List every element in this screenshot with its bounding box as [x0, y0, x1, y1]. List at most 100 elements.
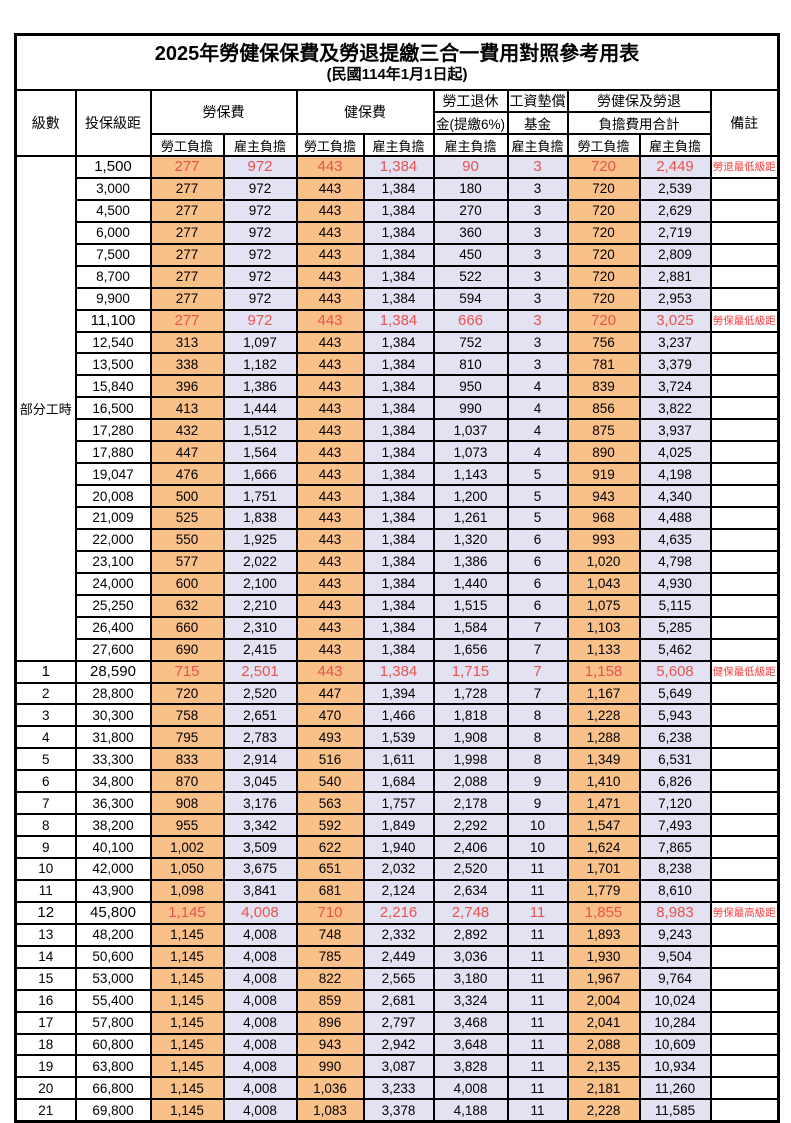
cell-remark: [709, 571, 780, 596]
cell-labor-employee: 447: [149, 440, 225, 465]
cell-total-employee: 856: [566, 396, 641, 421]
cell-salary-bracket: 4,500: [74, 198, 152, 223]
cell-wage-fund-employer: 4: [506, 440, 569, 465]
cell-level: 4: [14, 725, 77, 750]
cell-salary-bracket: 45,800: [74, 900, 152, 925]
cell-total-employer: 11,260: [638, 1076, 712, 1101]
cell-salary-bracket: 43,900: [74, 878, 152, 903]
cell-pension-employer: 3,468: [432, 1010, 509, 1035]
cell-salary-bracket: 40,100: [74, 835, 152, 859]
cell-remark: [709, 198, 780, 223]
cell-level: 6: [14, 769, 77, 794]
cell-health-employer: 1,611: [362, 747, 435, 772]
cell-salary-bracket: 7,500: [74, 242, 152, 267]
cell-total-employer: 3,822: [638, 396, 712, 421]
cell-labor-employee: 1,145: [149, 988, 225, 1013]
cell-total-employee: 756: [566, 330, 641, 355]
cell-labor-employee: 432: [149, 418, 225, 443]
cell-labor-employee: 1,145: [149, 1054, 225, 1079]
cell-labor-employer: 972: [222, 176, 298, 201]
cell-salary-bracket: 28,590: [74, 659, 152, 684]
cell-total-employee: 1,547: [566, 813, 641, 838]
cell-labor-employee: 277: [149, 286, 225, 311]
cell-remark: [709, 966, 780, 991]
cell-pension-employer: 1,200: [432, 484, 509, 508]
cell-remark: [709, 264, 780, 289]
table-row: 15 53,000 1,145 4,008 822 2,565 3,180 11 1,967 9,…: [14, 966, 780, 991]
cell-wage-fund-employer: 4: [506, 396, 569, 421]
cell-total-employer: 5,462: [638, 637, 712, 662]
title-row: 2025年勞健保保費及勞退提繳三合一費用對照參考用表 (民國114年1月1日起): [14, 33, 780, 91]
cell-health-employer: 1,384: [362, 155, 435, 179]
cell-health-employee: 443: [295, 637, 365, 662]
cell-level: 12: [14, 900, 77, 925]
cell-salary-bracket: 25,250: [74, 593, 152, 618]
cell-level: 17: [14, 1010, 77, 1035]
cell-level: 5: [14, 747, 77, 772]
cell-wage-fund-employer: 5: [506, 506, 569, 530]
cell-remark: [709, 988, 780, 1013]
cell-remark: [709, 462, 780, 487]
table-row: 5 33,300 833 2,914 516 1,611 1,998 8 1,349 6,531: [14, 747, 780, 772]
cell-remark: [709, 857, 780, 881]
cell-wage-fund-employer: 11: [506, 1098, 569, 1123]
cell-labor-employee: 500: [149, 484, 225, 508]
cell-labor-employee: 1,145: [149, 1010, 225, 1035]
cell-labor-employee: 413: [149, 396, 225, 421]
cell-labor-employer: 2,783: [222, 725, 298, 750]
cell-labor-employer: 3,045: [222, 769, 298, 794]
cell-pension-employer: 1,656: [432, 637, 509, 662]
cell-health-employee: 443: [295, 264, 365, 289]
cell-wage-fund-employer: 3: [506, 264, 569, 289]
cell-health-employer: 2,032: [362, 857, 435, 881]
cell-labor-employee: 955: [149, 813, 225, 838]
cell-total-employer: 2,881: [638, 264, 712, 289]
cell-pension-employer: 2,520: [432, 857, 509, 881]
cell-total-employee: 1,855: [566, 900, 641, 925]
cell-labor-employer: 1,444: [222, 396, 298, 421]
cell-labor-employer: 2,210: [222, 593, 298, 618]
cell-salary-bracket: 27,600: [74, 637, 152, 662]
cell-wage-fund-employer: 11: [506, 1032, 569, 1057]
cell-labor-employer: 1,925: [222, 527, 298, 552]
cell-wage-fund-employer: 3: [506, 242, 569, 267]
cell-health-employer: 1,466: [362, 703, 435, 728]
cell-remark: 勞退最低級距: [709, 155, 780, 179]
cell-total-employer: 5,649: [638, 681, 712, 706]
cell-remark: [709, 922, 780, 947]
cell-salary-bracket: 42,000: [74, 857, 152, 881]
cell-health-employee: 822: [295, 966, 365, 991]
cell-salary-bracket: 21,009: [74, 506, 152, 530]
cell-salary-bracket: 66,800: [74, 1076, 152, 1101]
cell-salary-bracket: 16,500: [74, 396, 152, 421]
cell-salary-bracket: 55,400: [74, 988, 152, 1013]
cell-wage-fund-employer: 4: [506, 418, 569, 443]
cell-salary-bracket: 3,000: [74, 176, 152, 201]
cell-remark: 勞保最低級距: [709, 308, 780, 333]
cell-level: 1: [14, 659, 77, 684]
table-row: 6 34,800 870 3,045 540 1,684 2,088 9 1,410 6,826: [14, 769, 780, 794]
col-header-pension-line1: 勞工退休: [432, 89, 509, 113]
cell-health-employer: 1,384: [362, 484, 435, 508]
cell-health-employer: 1,384: [362, 352, 435, 377]
cell-remark: [709, 703, 780, 728]
cell-labor-employee: 396: [149, 374, 225, 399]
cell-total-employee: 720: [566, 176, 641, 201]
cell-labor-employer: 2,022: [222, 549, 298, 574]
cell-health-employer: 1,384: [362, 506, 435, 530]
cell-pension-employer: 2,406: [432, 835, 509, 859]
cell-level: 16: [14, 988, 77, 1013]
col-header-level: 級數: [14, 89, 77, 157]
cell-health-employer: 2,942: [362, 1032, 435, 1057]
cell-total-employer: 5,285: [638, 615, 712, 640]
cell-total-employee: 993: [566, 527, 641, 552]
cell-total-employee: 720: [566, 220, 641, 245]
subheader-health-employee: 勞工負擔: [295, 133, 365, 157]
cell-health-employee: 943: [295, 1032, 365, 1057]
cell-labor-employee: 577: [149, 549, 225, 574]
cell-labor-employer: 972: [222, 242, 298, 267]
cell-total-employee: 1,701: [566, 857, 641, 881]
cell-total-employee: 1,167: [566, 681, 641, 706]
cell-health-employee: 443: [295, 330, 365, 355]
cell-health-employee: 470: [295, 703, 365, 728]
